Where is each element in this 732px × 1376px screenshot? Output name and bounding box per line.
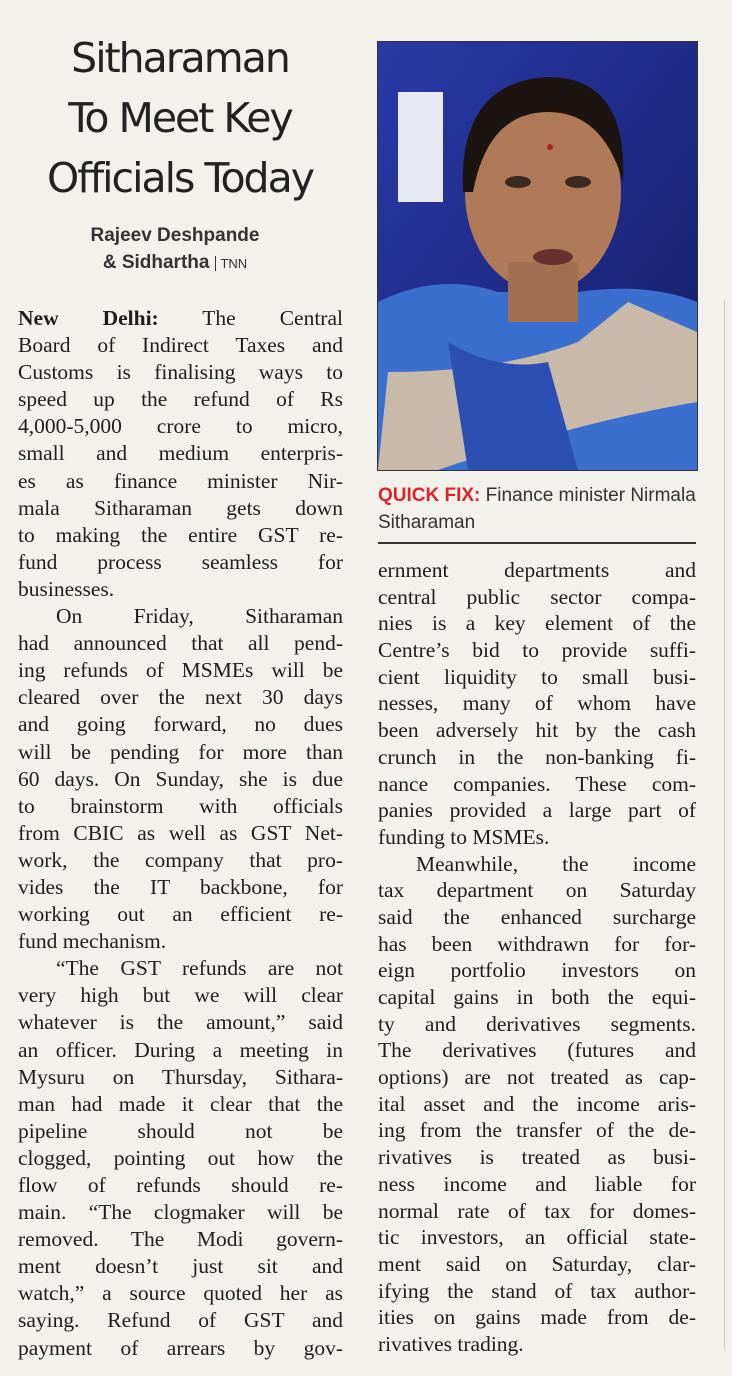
headline-line: To Meet Key xyxy=(68,94,293,142)
article-line: tax department on Saturday xyxy=(378,878,696,903)
article-line: cleared over the next 30 days xyxy=(18,685,343,710)
article-line: options) are not treated as cap- xyxy=(378,1065,696,1090)
article-line: rivatives trading. xyxy=(378,1331,524,1356)
byline-agency: TNN xyxy=(215,256,248,271)
article-line: from CBIC as well as GST Net- xyxy=(18,820,343,845)
article-line: ment said on Saturday, clar- xyxy=(378,1251,696,1276)
article-line: ing from the transfer of the de- xyxy=(378,1118,696,1143)
article-line: funding to MSMEs. xyxy=(378,824,550,849)
article-line: es as finance minister Nir- xyxy=(18,468,343,493)
article-line: tic investors, an official state- xyxy=(378,1225,696,1250)
article-line: pipeline should not be xyxy=(18,1118,343,1143)
dateline: New Delhi: xyxy=(18,306,159,330)
article-line: New Delhi: The Central xyxy=(18,305,343,332)
article-text: The Central xyxy=(202,306,343,330)
article-line: crunch in the non-banking fi- xyxy=(378,744,696,769)
article-line: ital asset and the income aris- xyxy=(378,1091,696,1116)
article-line: fund process seamless for xyxy=(18,549,343,574)
article-line: central public sector compa- xyxy=(378,584,696,609)
article-line: watch,” a source quoted her as xyxy=(18,1281,343,1306)
article-line: working out an efficient re- xyxy=(18,902,343,927)
article-line: On Friday, Sitharaman xyxy=(56,604,343,629)
byline-author: & Sidhartha xyxy=(102,252,210,273)
article-line: capital gains in both the equi- xyxy=(378,985,696,1009)
article-line: flow of refunds should re- xyxy=(18,1173,343,1197)
article-line: been adversely hit by the cash xyxy=(378,718,696,743)
article-line: to brainstorm with officials xyxy=(18,793,343,818)
article-line: main. “The clogmaker will be xyxy=(18,1200,343,1225)
article-column-right: ernment departments and central public se… xyxy=(378,557,696,1358)
article-line: rivatives is treated as busi- xyxy=(378,1145,696,1170)
article-line: payment of arrears by gov- xyxy=(18,1335,343,1360)
adjacent-column-edge xyxy=(724,300,732,1350)
article-line: Customs is finalising ways to xyxy=(18,360,343,385)
article-line: nesses, many of whom have xyxy=(378,691,696,716)
article-line: an officer. During a meeting in xyxy=(18,1037,343,1062)
article-line: has been withdrawn for for- xyxy=(378,931,696,956)
caption-text: Finance minister Nirmala Sitharaman xyxy=(378,485,696,533)
article-line: removed. The Modi govern- xyxy=(18,1227,343,1252)
article-line: nance companies. These com- xyxy=(378,771,696,796)
article-line: ness income and liable for xyxy=(378,1171,696,1196)
article-line: 4,000-5,000 crore to micro, xyxy=(18,414,343,439)
article-line: panies provided a large part of xyxy=(378,798,696,823)
article-line: had announced that all pend- xyxy=(18,631,343,656)
article-line: clogged, pointing out how the xyxy=(18,1145,343,1170)
article-line: ities on gains made from de- xyxy=(378,1305,696,1330)
article-line: ty and derivatives segments. xyxy=(378,1011,696,1036)
article-line: “The GST refunds are not xyxy=(56,956,343,981)
headline-line: Sitharaman xyxy=(71,34,291,82)
article-line: Mysuru on Thursday, Sithara- xyxy=(18,1064,343,1089)
portrait-photo xyxy=(377,41,698,471)
article-line: The derivatives (futures and xyxy=(378,1038,696,1063)
photo-caption: QUICK FIX: Finance minister Nirmala Sith… xyxy=(378,482,696,544)
article-line: very high but we will clear xyxy=(18,983,343,1008)
article-line: ernment departments and xyxy=(378,558,696,582)
article-line: Centre’s bid to provide suffi- xyxy=(378,638,696,663)
article-line: said the enhanced surcharge xyxy=(378,904,696,929)
caption-label: QUICK FIX: xyxy=(378,485,481,506)
article-line: small and medium enterpris- xyxy=(18,441,343,466)
article-line: work, the company that pro- xyxy=(18,847,343,872)
article-line: Meanwhile, the income xyxy=(416,851,696,876)
article-line: and going forward, no dues xyxy=(18,712,343,737)
article-line: to making the entire GST re- xyxy=(18,522,343,547)
headline-line: Officials Today xyxy=(47,154,315,202)
article-line: cient liquidity to small busi- xyxy=(378,664,696,689)
headline: Sitharaman To Meet Key Officials Today xyxy=(10,28,350,208)
article-line: nies is a key element of the xyxy=(378,611,696,636)
article-line: whatever is the amount,” said xyxy=(18,1010,343,1035)
article-line: speed up the refund of Rs xyxy=(18,387,343,412)
article-line: Board of Indirect Taxes and xyxy=(18,333,343,358)
article-line: normal rate of tax for domes- xyxy=(378,1198,696,1223)
byline-author: Rajeev Deshpande xyxy=(90,225,260,246)
article-line: saying. Refund of GST and xyxy=(18,1308,343,1333)
article-line: 60 days. On Sunday, she is due xyxy=(18,766,343,791)
article-line: ment doesn’t just sit and xyxy=(18,1254,343,1279)
article-line: fund mechanism. xyxy=(18,929,167,954)
article-line: eign portfolio investors on xyxy=(378,958,696,983)
article-line: businesses. xyxy=(18,576,115,601)
article-line: ifying the stand of tax author- xyxy=(378,1278,696,1303)
article-line: will be pending for more than xyxy=(18,739,343,764)
article-line: ing refunds of MSMEs will be xyxy=(18,658,343,683)
article-line: mala Sitharaman gets down xyxy=(18,495,343,520)
byline: Rajeev Deshpande & Sidhartha TNN xyxy=(0,222,350,277)
article-line: vides the IT backbone, for xyxy=(18,874,343,899)
article-line: man had made it clear that the xyxy=(18,1091,343,1116)
article-column-left: New Delhi: The Central Board of Indirect … xyxy=(18,305,343,1362)
